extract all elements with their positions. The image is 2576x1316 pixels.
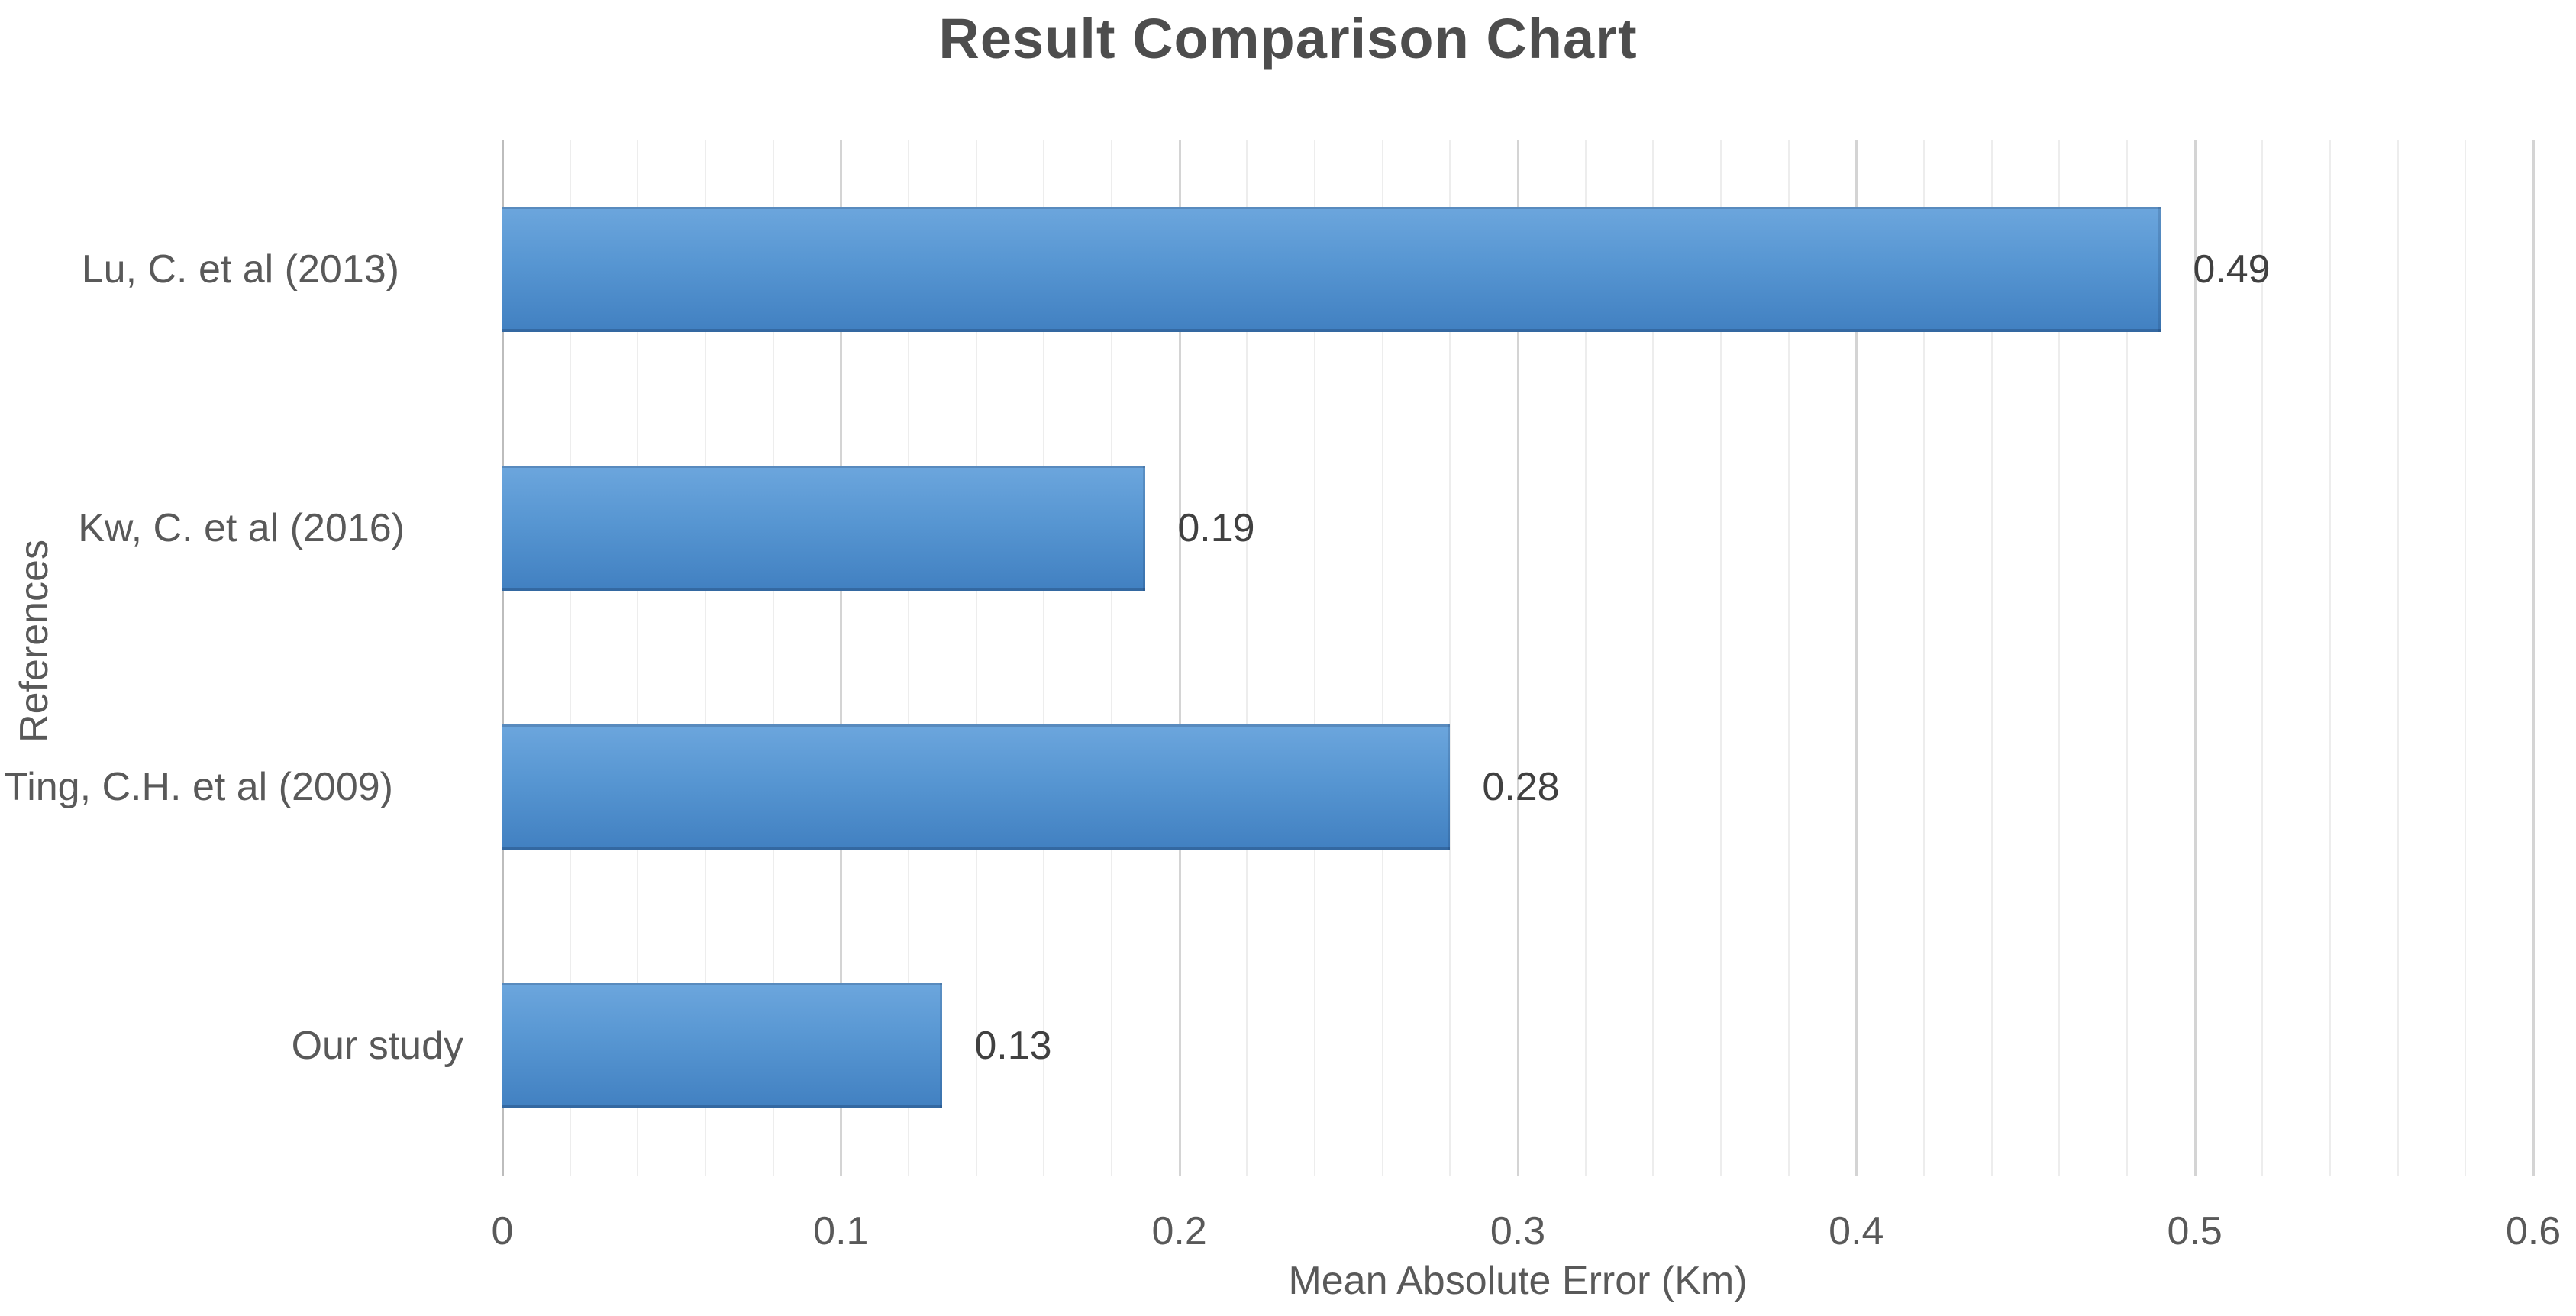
- value-label: 0.28: [1482, 765, 1560, 810]
- x-tick-label: 0: [491, 1209, 514, 1253]
- value-label: 0.49: [2193, 247, 2271, 292]
- category-label: Lu, C. et al (2013): [81, 247, 399, 292]
- bar-2: [502, 465, 1146, 591]
- category-label: Kw, C. et al (2016): [78, 505, 405, 550]
- gridline-minor: [1923, 140, 1925, 1176]
- x-tick-label: 0.6: [2505, 1209, 2561, 1253]
- gridline-minor: [1111, 140, 1112, 1176]
- category-label: Our study: [291, 1024, 463, 1069]
- category-label: Ting, C.H. et al (2009): [4, 765, 393, 810]
- gridline-minor: [1990, 140, 1993, 1176]
- gridline-minor: [2465, 140, 2467, 1176]
- gridline-minor: [637, 140, 639, 1176]
- chart-title: Result Comparison Chart: [938, 7, 1638, 70]
- gridline-minor: [975, 140, 977, 1176]
- y-axis-title: References: [12, 540, 56, 743]
- gridline-major: [1178, 140, 1181, 1176]
- gridline-minor: [772, 140, 774, 1176]
- gridline-minor: [1449, 140, 1451, 1176]
- gridline-minor: [2397, 140, 2399, 1176]
- gridline-minor: [2058, 140, 2061, 1176]
- gridline-major: [1855, 140, 1858, 1176]
- x-axis-title: Mean Absolute Error (Km): [1288, 1259, 1748, 1303]
- gridline-minor: [2126, 140, 2128, 1176]
- gridline-minor: [1787, 140, 1790, 1176]
- gridline-minor: [908, 140, 909, 1176]
- x-tick-label: 0.4: [1829, 1209, 1884, 1253]
- gridline-minor: [1381, 140, 1383, 1176]
- bar-3: [502, 724, 1451, 850]
- gridline-major: [2193, 140, 2197, 1176]
- gridline-minor: [1314, 140, 1315, 1176]
- gridline-major: [840, 140, 843, 1176]
- gridline-minor: [1652, 140, 1654, 1176]
- gridline-minor: [569, 140, 571, 1176]
- gridline-minor: [1246, 140, 1248, 1176]
- gridline-minor: [1720, 140, 1722, 1176]
- axis-zero-line: [502, 140, 504, 1176]
- value-label: 0.13: [974, 1024, 1052, 1069]
- gridline-minor: [1043, 140, 1045, 1176]
- gridline-minor: [2329, 140, 2331, 1176]
- bar-1: [502, 206, 2161, 332]
- x-tick-label: 0.2: [1151, 1209, 1207, 1253]
- value-label: 0.19: [1177, 505, 1255, 550]
- gridline-minor: [1584, 140, 1587, 1176]
- x-tick-label: 0.3: [1490, 1209, 1546, 1253]
- x-tick-label: 0.5: [2167, 1209, 2223, 1253]
- gridline-major: [1517, 140, 1519, 1176]
- bar-4: [502, 983, 943, 1109]
- x-tick-label: 0.1: [813, 1209, 869, 1253]
- gridline-minor: [705, 140, 706, 1176]
- gridline-minor: [2261, 140, 2264, 1176]
- gridline-major: [2532, 140, 2535, 1176]
